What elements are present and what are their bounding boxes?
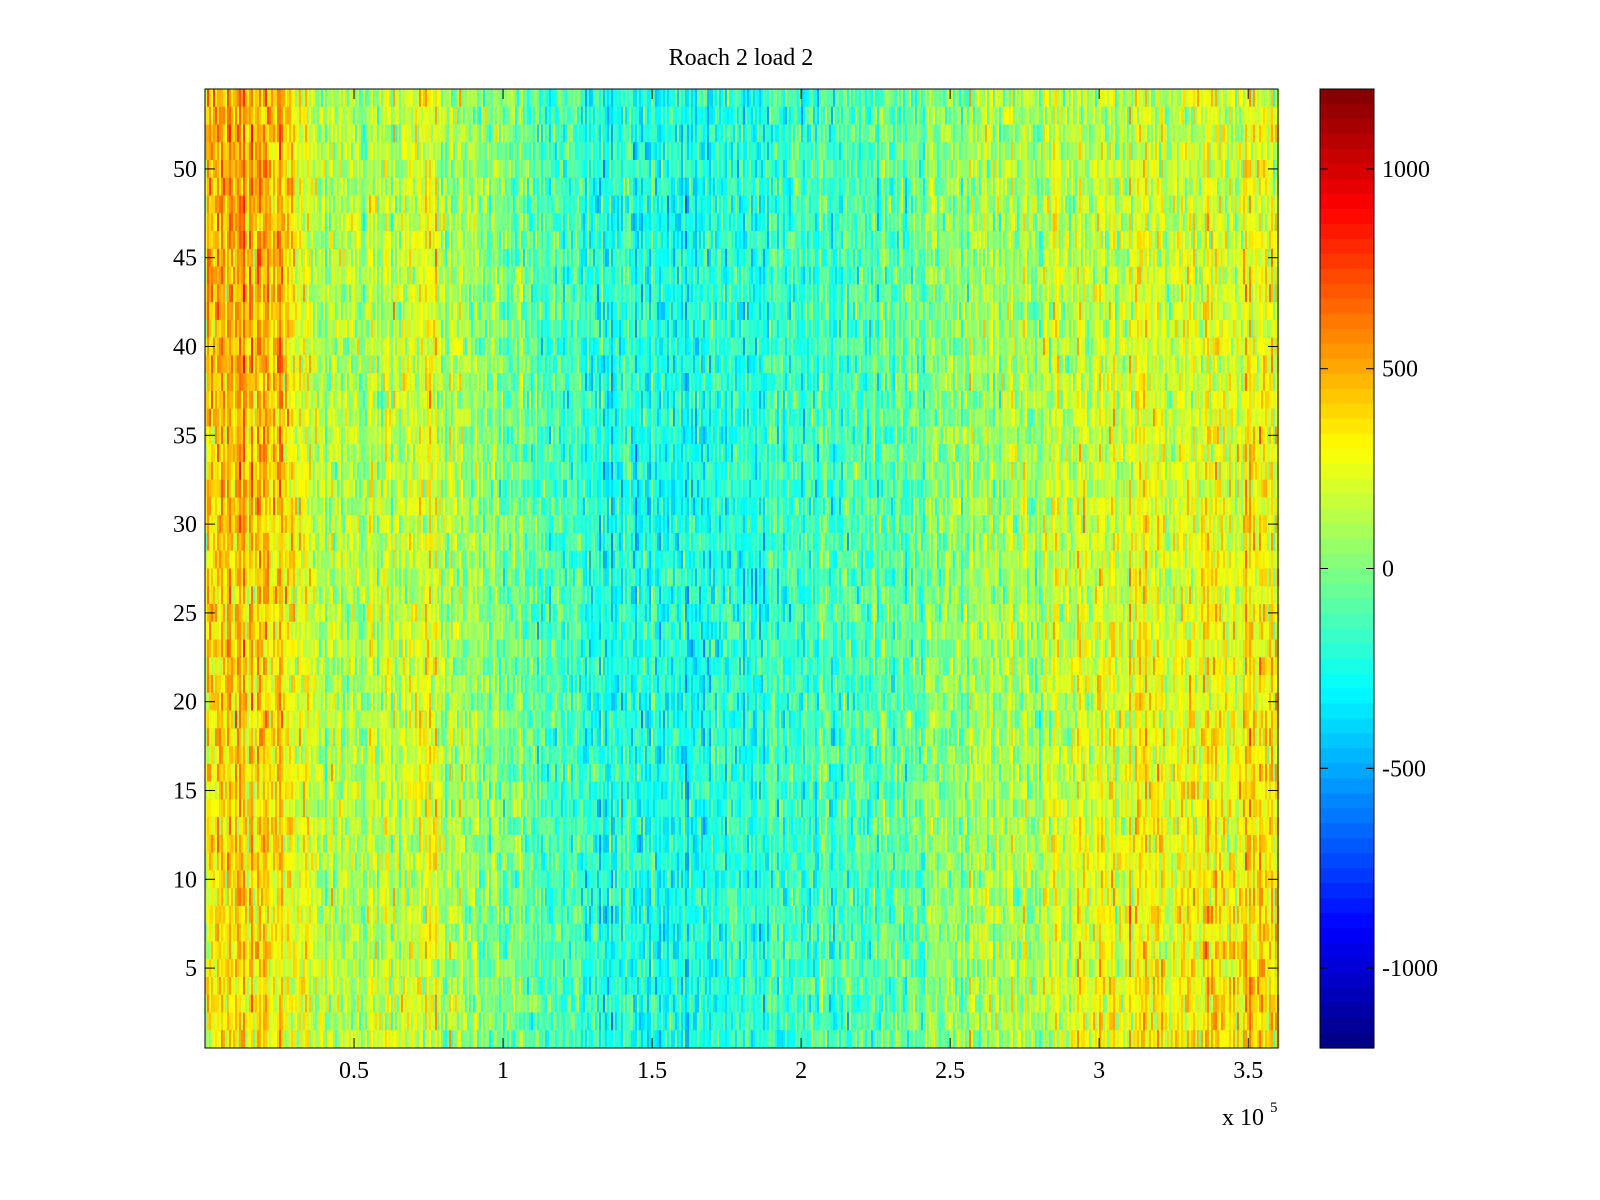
chart-title: Roach 2 load 2 [669,45,814,71]
heatmap-cells [205,89,1279,1049]
